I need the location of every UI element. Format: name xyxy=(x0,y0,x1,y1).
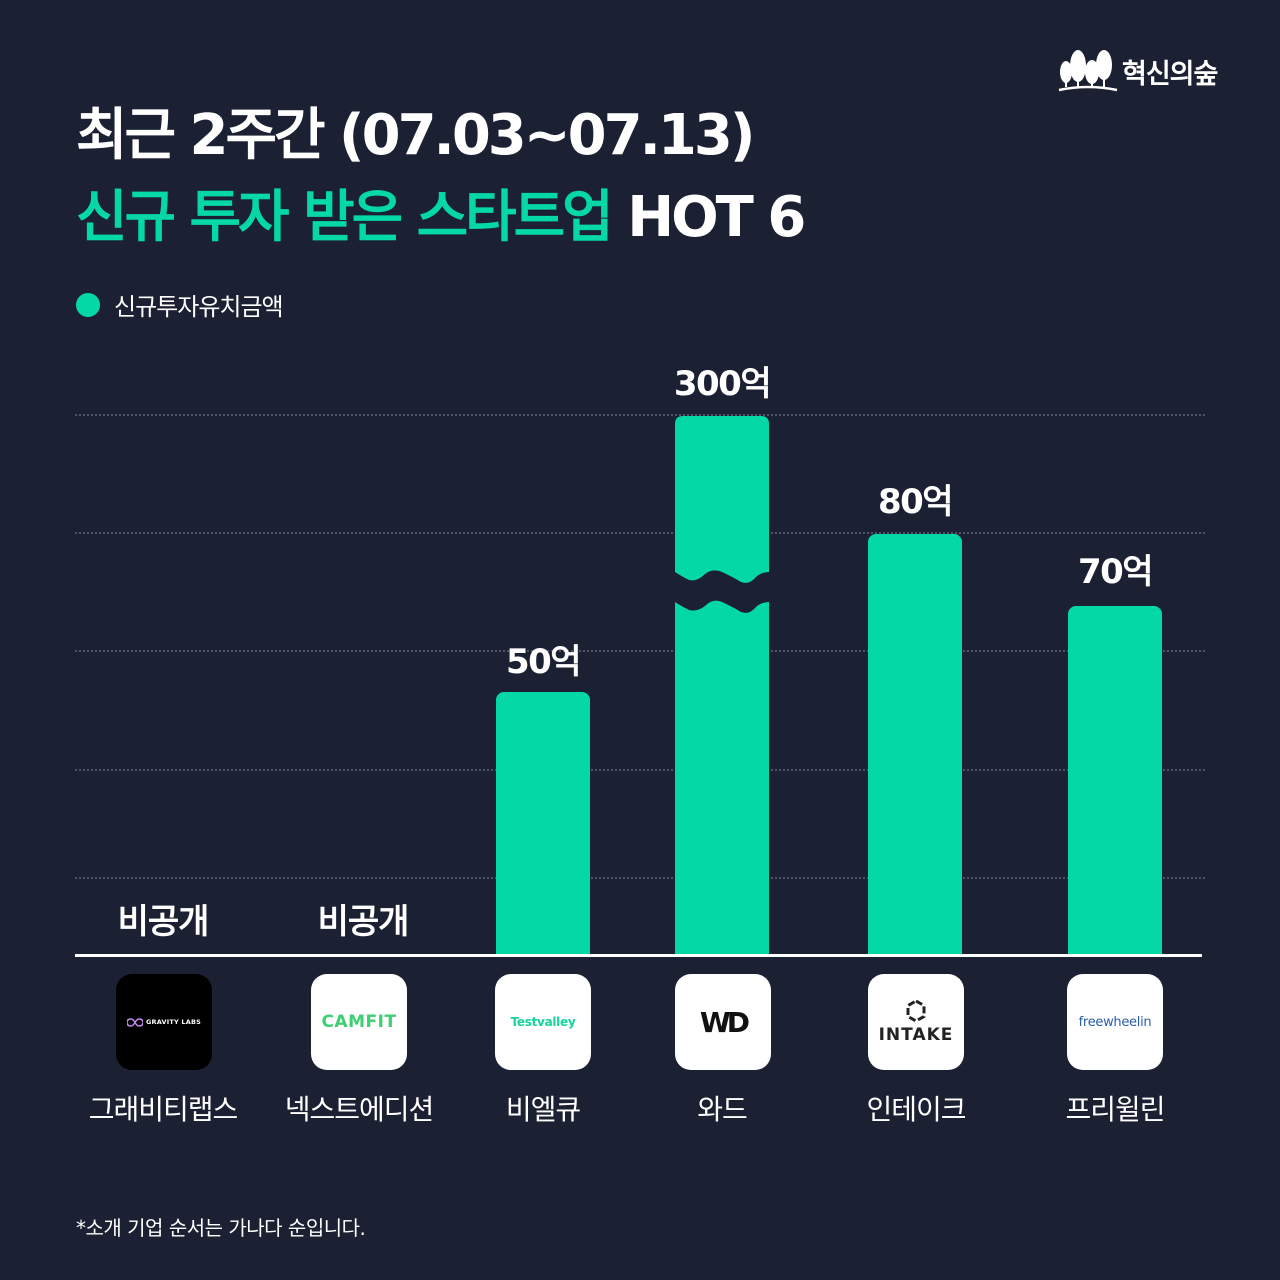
bar-freewheelin xyxy=(1068,606,1162,954)
value-label-nextedition: 비공개 xyxy=(317,902,410,942)
company-name-gravitylabs: 그래비티랩스 xyxy=(88,1093,239,1126)
value-label-gravitylabs: 비공개 xyxy=(117,902,210,942)
bar-intake xyxy=(868,534,962,954)
company-name-freewheelin: 프리윌린 xyxy=(1065,1093,1165,1126)
chart-legend: 신규투자유치금액 xyxy=(76,287,284,322)
value-label-intake: 80억 xyxy=(877,482,954,522)
logo-testvalley: Testvalley xyxy=(495,974,591,1070)
hexagon-icon xyxy=(906,999,926,1023)
title-white: HOT 6 xyxy=(610,185,806,250)
x-axis-baseline xyxy=(75,954,1202,957)
brand-name: 혁신의숲 xyxy=(1122,58,1218,90)
logo-gravitylabs: GRAVITY LABS xyxy=(116,974,212,1070)
company-name-blq: 비엘큐 xyxy=(505,1093,581,1126)
gridline xyxy=(75,650,1205,652)
forest-trees-icon xyxy=(1058,50,1118,92)
gridline xyxy=(75,769,1205,771)
bar-blq xyxy=(496,692,590,954)
logo-intake: INTAKE xyxy=(868,974,964,1070)
logo-freewheelin: freewheelin xyxy=(1067,974,1163,1070)
page-title-line2: 신규 투자 받은 스타트업 HOT 6 xyxy=(76,178,806,258)
company-name-intake: 인테이크 xyxy=(866,1093,966,1126)
value-label-blq: 50억 xyxy=(505,642,582,682)
legend-label: 신규투자유치금액 xyxy=(114,293,284,321)
value-label-wad: 300억 xyxy=(673,364,772,404)
gridline xyxy=(75,532,1205,534)
gridline xyxy=(75,877,1205,879)
gridline xyxy=(75,414,1205,416)
bar-wad-broken xyxy=(675,416,769,954)
logo-camfit: CAMFIT xyxy=(311,974,407,1070)
company-name-wad: 와드 xyxy=(697,1093,748,1126)
company-name-nextedition: 넥스트에디션 xyxy=(284,1093,435,1126)
logo-wad: WD xyxy=(675,974,771,1070)
infinity-icon xyxy=(127,1017,143,1027)
footnote: *소개 기업 순서는 가나다 순입니다. xyxy=(76,1216,366,1240)
title-accent: 신규 투자 받은 스타트업 xyxy=(76,185,614,250)
brand-logo: 혁신의숲 xyxy=(1058,48,1218,94)
page-title-line1: 최근 2주간 (07.03~07.13) xyxy=(76,103,755,168)
value-label-freewheelin: 70억 xyxy=(1077,552,1154,592)
legend-dot-icon xyxy=(76,292,100,317)
